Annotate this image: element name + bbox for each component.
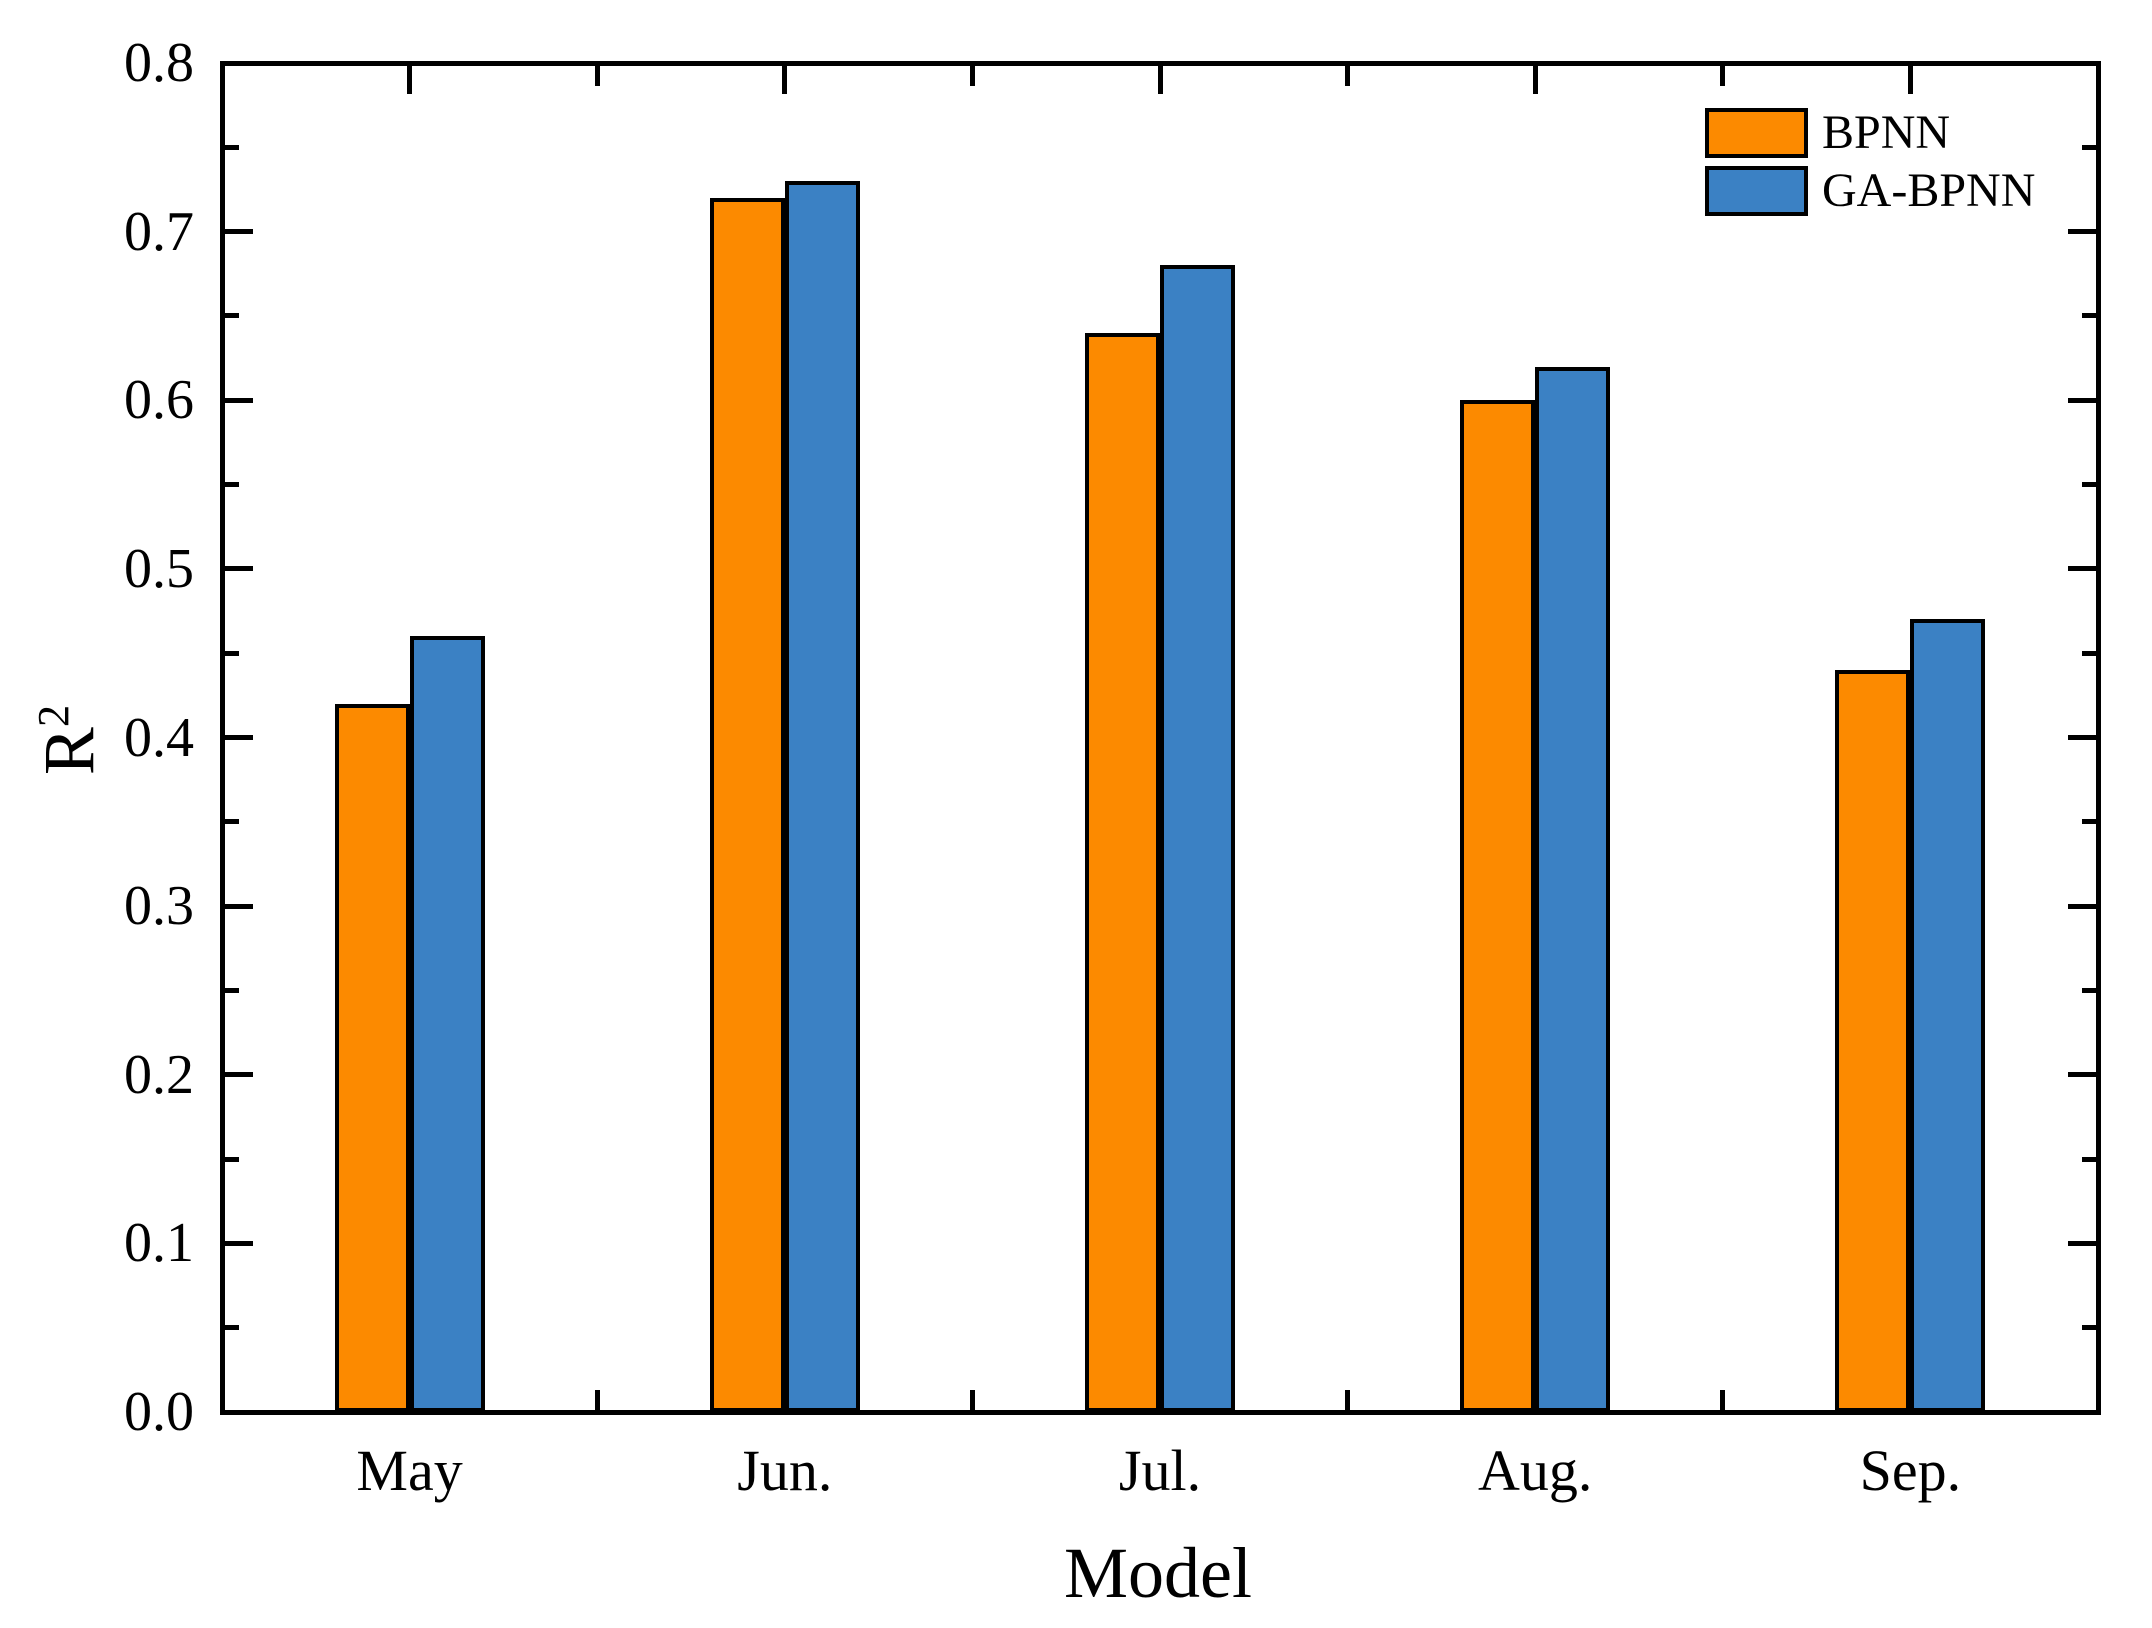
y-tick-label: 0.2 [124, 1043, 194, 1106]
y-minor-tick-right [2081, 313, 2096, 319]
legend-label-ga-bpnn: GA-BPNN [1822, 164, 2036, 217]
y-major-tick-right [2067, 903, 2096, 909]
bar-ga-bpnn-may [409, 636, 485, 1412]
y-major-tick-right [2067, 60, 2096, 66]
bar-bpnn-jul [1085, 332, 1160, 1412]
y-minor-tick-left [224, 1325, 239, 1331]
x-center-tick-bottom [1531, 1381, 1540, 1410]
y-major-tick-left [224, 397, 253, 403]
x-center-tick-top [1157, 65, 1163, 94]
x-category-label-aug: Aug. [1477, 1438, 1593, 1503]
y-minor-tick-right [2081, 1156, 2096, 1162]
bar-ga-bpnn-aug [1535, 366, 1611, 1412]
y-major-tick-left [224, 1240, 253, 1246]
x-center-tick-bottom [780, 1381, 789, 1410]
x-center-tick-bottom [405, 1381, 414, 1410]
y-major-tick-left [224, 566, 253, 572]
y-major-tick-right [2067, 566, 2096, 572]
y-minor-tick-left [224, 987, 239, 993]
y-minor-tick-left [224, 819, 239, 825]
y-minor-tick-right [2081, 987, 2096, 993]
y-minor-tick-left [224, 650, 239, 656]
legend-item-bpnn: BPNN [1705, 108, 2035, 158]
y-minor-tick-right [2081, 482, 2096, 488]
y-tick-label: 0.6 [124, 369, 194, 432]
legend-swatch-ga-bpnn [1705, 166, 1808, 216]
x-center-tick-bottom [1906, 1381, 1915, 1410]
y-minor-tick-left [224, 144, 239, 150]
y-minor-tick-right [2081, 144, 2096, 150]
y-minor-tick-left [224, 482, 239, 488]
bar-bpnn-jun [709, 197, 785, 1412]
bar-ga-bpnn-jul [1160, 265, 1235, 1412]
legend-swatch-bpnn [1705, 108, 1808, 158]
y-minor-tick-right [2081, 1325, 2096, 1331]
y-axis-title-superscript: 2 [28, 704, 78, 728]
x-boundary-tick-top [969, 65, 975, 86]
x-boundary-tick-bottom [594, 1389, 600, 1410]
bar-ga-bpnn-jun [784, 181, 860, 1412]
y-major-tick-left [224, 1409, 253, 1415]
x-center-tick-top [782, 65, 788, 94]
y-major-tick-right [2067, 397, 2096, 403]
y-major-tick-right [2067, 1072, 2096, 1078]
x-boundary-tick-top [1345, 65, 1351, 86]
y-major-tick-right [2067, 1409, 2096, 1415]
y-tick-label: 0.0 [124, 1381, 194, 1443]
y-major-tick-left [224, 60, 253, 66]
y-minor-tick-left [224, 313, 239, 319]
y-minor-tick-right [2081, 650, 2096, 656]
y-tick-label: 0.8 [124, 32, 194, 94]
x-axis-title: Model [1064, 1533, 1252, 1613]
bar-ga-bpnn-sep [1910, 619, 1986, 1412]
bar-bpnn-aug [1460, 400, 1536, 1412]
x-boundary-tick-bottom [969, 1389, 975, 1410]
y-major-tick-left [224, 735, 253, 740]
x-category-label-jun: Jun. [737, 1438, 833, 1503]
y-tick-label: 0.7 [124, 200, 194, 263]
bar-bpnn-sep [1835, 670, 1911, 1412]
y-tick-label: 0.1 [124, 1212, 194, 1275]
y-tick-label: 0.4 [124, 706, 194, 769]
y-minor-tick-left [224, 1156, 239, 1162]
x-boundary-tick-top [594, 65, 600, 86]
x-category-label-jul: Jul. [1118, 1438, 1202, 1503]
x-center-tick-top [1532, 65, 1538, 94]
y-tick-label: 0.3 [124, 875, 194, 938]
x-center-tick-top [407, 65, 413, 94]
x-center-tick-bottom [1156, 1381, 1164, 1410]
y-axis-title: R2 [27, 595, 111, 885]
y-major-tick-left [224, 903, 253, 909]
legend-label-bpnn: BPNN [1822, 106, 1951, 159]
legend: BPNN GA-BPNN [1705, 108, 2035, 216]
y-major-tick-right [2067, 735, 2096, 740]
x-boundary-tick-top [1720, 65, 1726, 86]
y-major-tick-left [224, 229, 253, 235]
x-boundary-tick-bottom [1720, 1389, 1726, 1410]
y-major-tick-right [2067, 1240, 2096, 1246]
y-major-tick-right [2067, 229, 2096, 235]
x-category-label-sep: Sep. [1859, 1438, 1962, 1503]
x-boundary-tick-bottom [1345, 1389, 1351, 1410]
x-category-label-may: May [356, 1438, 463, 1503]
y-axis-title-text: R [29, 727, 109, 776]
y-minor-tick-right [2081, 819, 2096, 825]
y-major-tick-left [224, 1072, 253, 1078]
legend-item-ga-bpnn: GA-BPNN [1705, 166, 2035, 216]
plot-frame [219, 60, 2101, 1415]
bar-bpnn-may [334, 703, 410, 1412]
x-center-tick-top [1907, 65, 1913, 94]
y-tick-label: 0.5 [124, 537, 194, 600]
